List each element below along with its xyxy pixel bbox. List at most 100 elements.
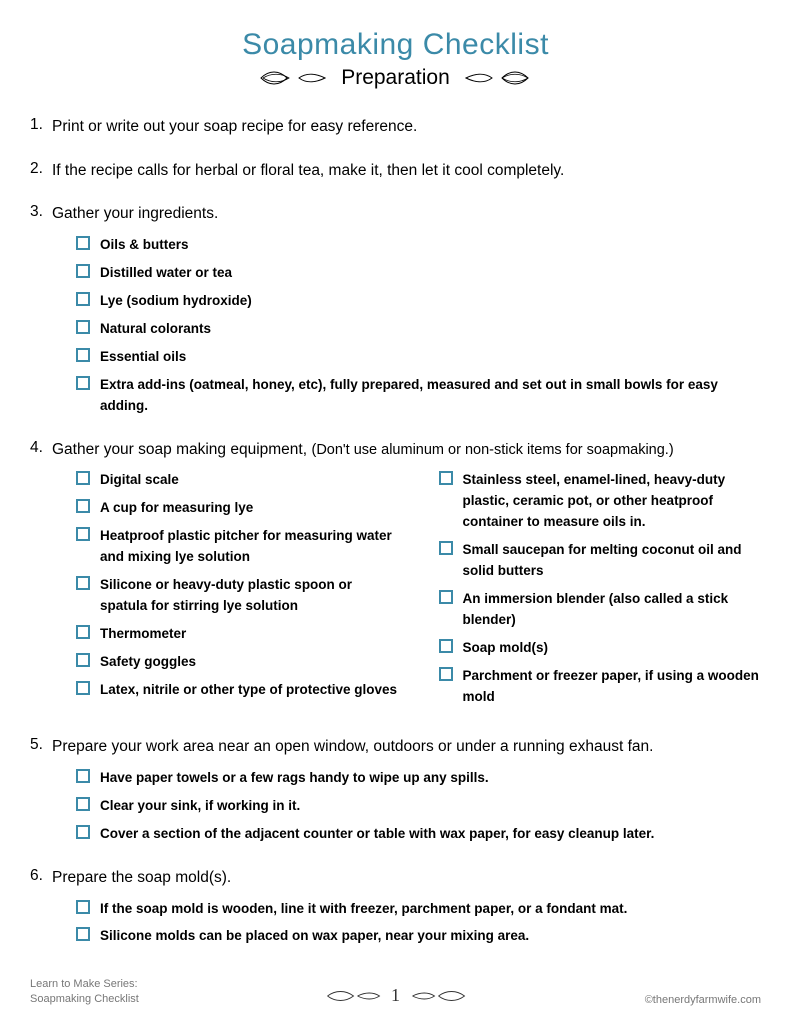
checkbox[interactable] <box>439 590 453 604</box>
checkbox[interactable] <box>439 541 453 555</box>
check-label: Digital scale <box>100 470 179 491</box>
check-label: If the soap mold is wooden, line it with… <box>100 899 627 920</box>
check-label: Silicone molds can be placed on wax pape… <box>100 926 529 947</box>
checkbox[interactable] <box>76 471 90 485</box>
step-text: Prepare the soap mold(s). <box>52 869 231 886</box>
check-label: Have paper towels or a few rags handy to… <box>100 768 489 789</box>
flourish-left-icon <box>325 989 381 1003</box>
step-text: If the recipe calls for herbal or floral… <box>52 162 564 179</box>
step-text: Gather your soap making equipment, <box>52 441 307 458</box>
check-label: Parchment or freezer paper, if using a w… <box>463 666 762 708</box>
check-item: Thermometer <box>76 624 399 645</box>
check-item: Oils & butters <box>76 235 761 256</box>
check-item: Small saucepan for melting coconut oil a… <box>439 540 762 582</box>
step-1: Print or write out your soap recipe for … <box>30 116 761 138</box>
checkbox[interactable] <box>76 681 90 695</box>
step-text: Prepare your work area near an open wind… <box>52 738 653 755</box>
check-item: Cover a section of the adjacent counter … <box>76 824 761 845</box>
right-column: Stainless steel, enamel-lined, heavy-dut… <box>439 470 762 714</box>
step-2: If the recipe calls for herbal or floral… <box>30 160 761 182</box>
checkbox[interactable] <box>76 625 90 639</box>
check-item: Clear your sink, if working in it. <box>76 796 761 817</box>
check-item: If the soap mold is wooden, line it with… <box>76 899 761 920</box>
page-footer: Learn to Make Series: Soapmaking Checkli… <box>30 977 761 1006</box>
footer-doc-title: Soapmaking Checklist <box>30 992 139 1006</box>
checkbox[interactable] <box>76 320 90 334</box>
checkbox[interactable] <box>76 900 90 914</box>
checkbox[interactable] <box>76 376 90 390</box>
two-column-checks: Digital scale A cup for measuring lye He… <box>76 470 761 714</box>
checkbox[interactable] <box>76 769 90 783</box>
check-item: Parchment or freezer paper, if using a w… <box>439 666 762 708</box>
checkbox[interactable] <box>76 797 90 811</box>
check-item: Stainless steel, enamel-lined, heavy-dut… <box>439 470 762 533</box>
check-label: Small saucepan for melting coconut oil a… <box>463 540 762 582</box>
check-item: A cup for measuring lye <box>76 498 399 519</box>
checkbox[interactable] <box>439 667 453 681</box>
step-5: Prepare your work area near an open wind… <box>30 736 761 844</box>
check-item: Heatproof plastic pitcher for measuring … <box>76 526 399 568</box>
check-label: Oils & butters <box>100 235 189 256</box>
checkbox[interactable] <box>439 639 453 653</box>
check-label: Essential oils <box>100 347 186 368</box>
check-item: Safety goggles <box>76 652 399 673</box>
check-label: Extra add-ins (oatmeal, honey, etc), ful… <box>100 375 761 417</box>
check-item: Lye (sodium hydroxide) <box>76 291 761 312</box>
check-list: If the soap mold is wooden, line it with… <box>76 899 761 948</box>
flourish-left-icon <box>259 70 327 86</box>
step-text: Print or write out your soap recipe for … <box>52 118 417 135</box>
check-label: Silicone or heavy-duty plastic spoon or … <box>100 575 399 617</box>
checkbox[interactable] <box>76 292 90 306</box>
checkbox[interactable] <box>76 499 90 513</box>
checkbox[interactable] <box>439 471 453 485</box>
checkbox[interactable] <box>76 825 90 839</box>
footer-series: Learn to Make Series: <box>30 977 139 991</box>
check-item: Extra add-ins (oatmeal, honey, etc), ful… <box>76 375 761 417</box>
check-item: Silicone or heavy-duty plastic spoon or … <box>76 575 399 617</box>
check-label: Lye (sodium hydroxide) <box>100 291 252 312</box>
check-label: Soap mold(s) <box>463 638 549 659</box>
check-label: Thermometer <box>100 624 186 645</box>
step-text: Gather your ingredients. <box>52 205 218 222</box>
footer-left: Learn to Make Series: Soapmaking Checkli… <box>30 977 139 1006</box>
step-3: Gather your ingredients. Oils & butters … <box>30 203 761 416</box>
check-label: Clear your sink, if working in it. <box>100 796 300 817</box>
footer-credit: ©thenerdyfarmwife.com <box>645 994 761 1006</box>
check-item: Distilled water or tea <box>76 263 761 284</box>
check-label: Safety goggles <box>100 652 196 673</box>
check-label: Natural colorants <box>100 319 211 340</box>
check-label: An immersion blender (also called a stic… <box>463 589 762 631</box>
footer-center: 1 <box>325 985 466 1006</box>
step-note: (Don't use aluminum or non-stick items f… <box>311 442 673 458</box>
check-label: Latex, nitrile or other type of protecti… <box>100 680 397 701</box>
checkbox[interactable] <box>76 653 90 667</box>
check-item: An immersion blender (also called a stic… <box>439 589 762 631</box>
check-item: Latex, nitrile or other type of protecti… <box>76 680 399 701</box>
checkbox[interactable] <box>76 264 90 278</box>
page-title: Soapmaking Checklist <box>30 28 761 62</box>
check-item: Silicone molds can be placed on wax pape… <box>76 926 761 947</box>
check-list: Oils & butters Distilled water or tea Ly… <box>76 235 761 416</box>
flourish-right-icon <box>410 989 466 1003</box>
checkbox[interactable] <box>76 927 90 941</box>
checkbox[interactable] <box>76 348 90 362</box>
check-item: Digital scale <box>76 470 399 491</box>
flourish-right-icon <box>464 70 532 86</box>
checkbox[interactable] <box>76 527 90 541</box>
step-6: Prepare the soap mold(s). If the soap mo… <box>30 867 761 948</box>
check-item: Natural colorants <box>76 319 761 340</box>
checkbox[interactable] <box>76 236 90 250</box>
left-column: Digital scale A cup for measuring lye He… <box>76 470 399 714</box>
subtitle-row: Preparation <box>30 66 761 90</box>
check-label: Cover a section of the adjacent counter … <box>100 824 654 845</box>
check-item: Have paper towels or a few rags handy to… <box>76 768 761 789</box>
checkbox[interactable] <box>76 576 90 590</box>
check-item: Soap mold(s) <box>439 638 762 659</box>
step-list: Print or write out your soap recipe for … <box>30 116 761 947</box>
check-label: Distilled water or tea <box>100 263 232 284</box>
check-label: A cup for measuring lye <box>100 498 253 519</box>
check-list: Have paper towels or a few rags handy to… <box>76 768 761 845</box>
check-label: Stainless steel, enamel-lined, heavy-dut… <box>463 470 762 533</box>
step-4: Gather your soap making equipment, (Don'… <box>30 439 761 715</box>
check-item: Essential oils <box>76 347 761 368</box>
